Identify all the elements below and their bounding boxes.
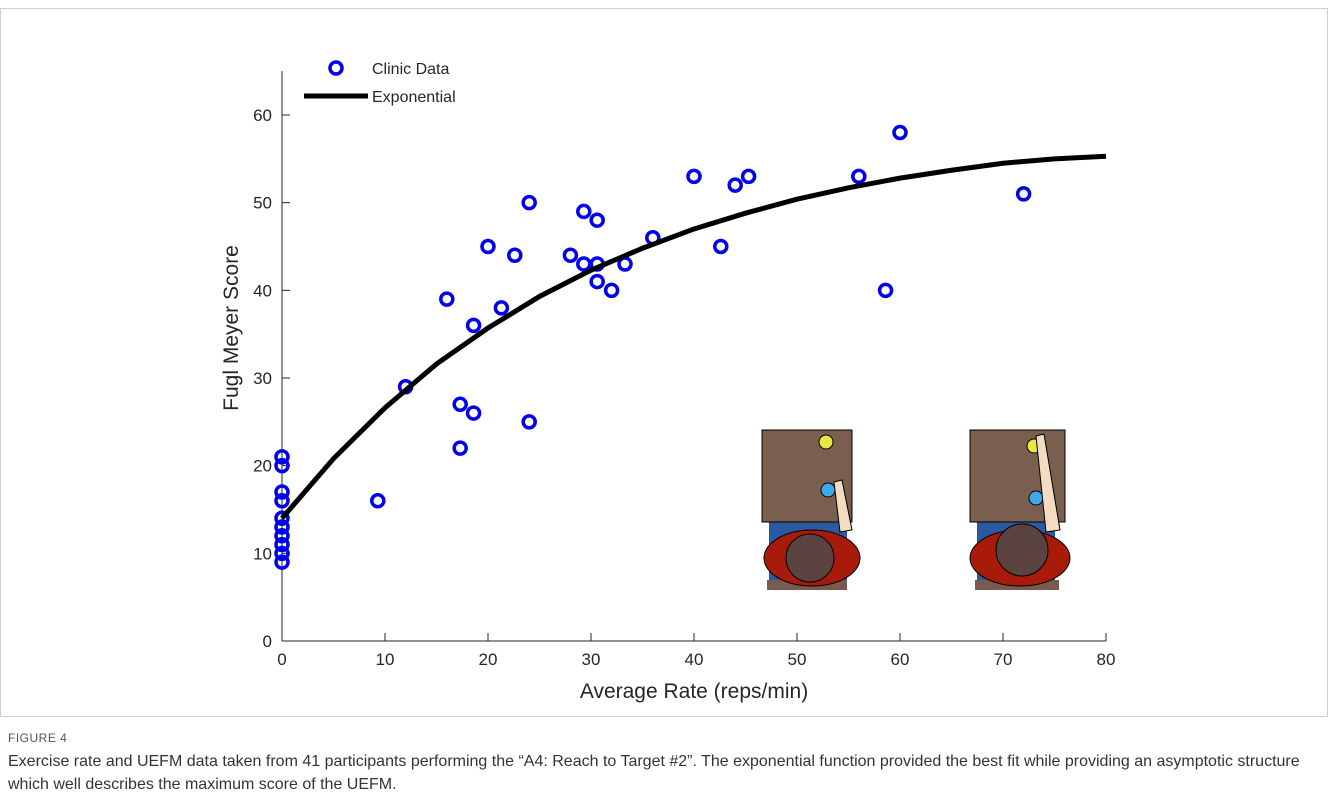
data-point — [480, 238, 496, 255]
figure-caption: Exercise rate and UEFM data taken from 4… — [8, 753, 1300, 793]
data-point — [274, 510, 290, 527]
data-point — [370, 492, 386, 509]
data-point — [274, 554, 290, 570]
data-point — [274, 484, 290, 500]
figure-frame — [0, 8, 1328, 717]
illustration — [761, 429, 1071, 590]
x-tick-label: 40 — [685, 650, 704, 669]
legend-label: Exponential — [372, 89, 456, 106]
data-point — [740, 168, 757, 185]
chart: Average Rate (reps/min) Fugl Meyer Score… — [0, 8, 1328, 717]
y-tick-label: 20 — [253, 457, 272, 476]
data-point — [589, 212, 605, 228]
data-point — [274, 492, 290, 509]
data-point — [686, 168, 702, 185]
data-point — [576, 203, 592, 220]
data-point — [274, 457, 290, 474]
x-tick-label: 30 — [582, 650, 601, 669]
data-point — [589, 273, 605, 290]
fit-line — [280, 153, 1107, 520]
x-tick-label: 80 — [1097, 650, 1116, 669]
y-tick-label: 50 — [253, 194, 272, 213]
data-point — [851, 168, 867, 185]
y-tick-label: 0 — [263, 632, 272, 651]
x-tick-label: 50 — [788, 650, 807, 669]
data-point — [727, 177, 743, 193]
y-tick-label: 10 — [253, 544, 272, 563]
data-point — [562, 247, 579, 264]
y-tick-label: 30 — [253, 369, 272, 388]
data-point — [452, 396, 468, 413]
data-point — [439, 291, 455, 307]
data-point — [274, 536, 290, 553]
data-point — [521, 194, 537, 211]
data-point — [713, 238, 729, 255]
figure-label: FIGURE 4 — [8, 731, 68, 745]
y-tick-label: 40 — [253, 281, 272, 300]
data-point — [274, 545, 290, 562]
legend-marker — [328, 60, 344, 76]
data-point — [465, 405, 482, 421]
data-point — [274, 519, 290, 535]
data-point — [507, 247, 523, 264]
data-point — [1015, 186, 1032, 202]
x-tick-label: 60 — [891, 650, 910, 669]
x-axis-label: Average Rate (reps/min) — [580, 680, 808, 703]
data-point — [576, 256, 592, 272]
data-point — [877, 282, 894, 299]
y-axis-label: Fugl Meyer Score — [220, 245, 243, 411]
x-tick-label: 20 — [479, 650, 498, 669]
data-point — [892, 124, 908, 141]
data-point — [452, 440, 468, 456]
x-tick-label: 70 — [994, 650, 1013, 669]
data-point — [521, 414, 537, 430]
data-point — [493, 300, 510, 316]
x-tick-label: 10 — [376, 650, 395, 669]
x-tick-label: 0 — [277, 650, 286, 669]
data-point — [465, 317, 482, 334]
y-tick-label: 60 — [253, 106, 272, 125]
data-point — [274, 449, 290, 465]
data-point — [603, 282, 620, 299]
legend-label: Clinic Data — [372, 61, 449, 78]
data-point — [274, 528, 290, 544]
